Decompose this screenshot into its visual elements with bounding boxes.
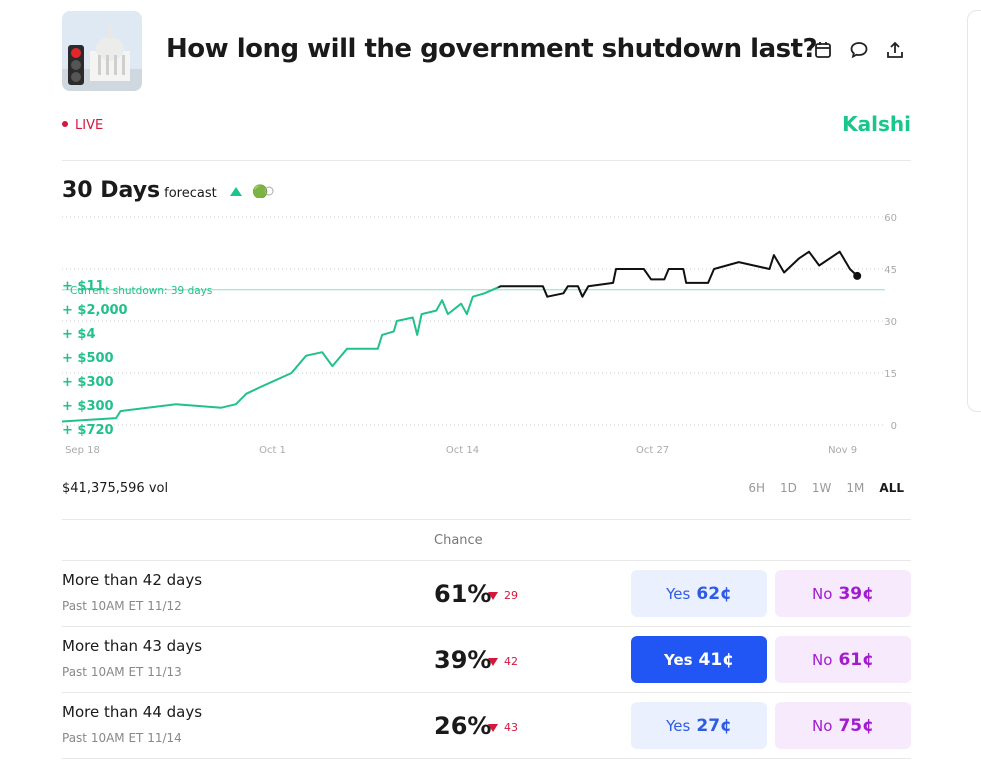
forecast-icons: 🟢 xyxy=(229,184,274,200)
no-price: 75¢ xyxy=(838,715,874,736)
forecast-label: forecast xyxy=(164,186,217,201)
range-selector: 6H 1D 1W 1M ALL xyxy=(748,481,904,495)
share-button[interactable] xyxy=(885,40,905,60)
outcome-name: More than 42 days xyxy=(62,571,203,589)
range-option[interactable]: 6H xyxy=(748,481,766,495)
chart: 0 15 30 45 60 Sep 18 Oct 1 Oct 14 Oct 27 Nov 9 Cur… xyxy=(61,213,897,456)
yes-label: Yes xyxy=(666,716,691,735)
range-option[interactable]: 1W xyxy=(811,481,832,495)
yes-price: 62¢ xyxy=(696,583,732,604)
outcome-row[interactable]: More than 44 days Past 10AM ET 11/14 26% 43… xyxy=(62,692,911,758)
yes-price: 41¢ xyxy=(698,649,735,670)
x-tick-label: Oct 14 xyxy=(446,445,479,456)
x-tick-label: Oct 1 xyxy=(259,445,286,456)
divider xyxy=(62,692,911,693)
divider xyxy=(62,758,911,759)
buy-no-button[interactable]: No 61¢ xyxy=(775,636,911,683)
trade-bubble: + $2,000 xyxy=(62,303,128,318)
y-tick-label: 0 xyxy=(891,421,897,432)
chance: 26% xyxy=(434,712,492,740)
side-panel xyxy=(967,10,981,412)
chance: 61% xyxy=(434,580,492,608)
yes-label: Yes xyxy=(666,584,691,603)
brand[interactable]: Kalshi xyxy=(842,112,911,136)
outcome-row[interactable]: More than 42 days Past 10AM ET 11/12 61% 29… xyxy=(62,560,911,626)
column-header: Chance xyxy=(434,533,483,548)
x-tick-label: Oct 27 xyxy=(636,445,669,456)
last-point xyxy=(853,271,862,280)
svg-text:🟢: 🟢 xyxy=(252,184,268,198)
chance-change: 43 xyxy=(488,721,518,734)
no-price: 39¢ xyxy=(838,583,874,604)
y-tick-label: 60 xyxy=(884,213,897,224)
volume: $41,375,596 vol xyxy=(62,481,169,496)
price-line xyxy=(61,250,858,423)
outcome-deadline: Past 10AM ET 11/13 xyxy=(62,665,182,679)
buy-yes-button[interactable]: Yes 41¢ xyxy=(631,636,767,683)
chance-change: 29 xyxy=(488,589,518,602)
x-tick-label: Sep 18 xyxy=(65,445,100,456)
calendar-button[interactable] xyxy=(813,40,833,60)
buy-no-button[interactable]: No 39¢ xyxy=(775,570,911,617)
image-art xyxy=(62,11,142,91)
comment-button[interactable] xyxy=(849,40,869,60)
range-option[interactable]: ALL xyxy=(879,481,904,495)
trade-bubble: + $11 xyxy=(62,279,105,294)
divider xyxy=(62,519,911,520)
range-option[interactable]: 1M xyxy=(846,481,865,495)
range-option[interactable]: 1D xyxy=(780,481,797,495)
market-image xyxy=(62,11,142,91)
outcome-deadline: Past 10AM ET 11/12 xyxy=(62,599,182,613)
y-tick-label: 15 xyxy=(884,369,897,380)
outcome-name: More than 43 days xyxy=(62,637,203,655)
chance-change: 42 xyxy=(488,655,518,668)
outcome-deadline: Past 10AM ET 11/14 xyxy=(62,731,182,745)
divider xyxy=(62,626,911,627)
yes-price: 27¢ xyxy=(696,715,732,736)
live-badge: LIVE xyxy=(62,118,103,133)
y-tick-label: 45 xyxy=(884,265,897,276)
buy-yes-button[interactable]: Yes 27¢ xyxy=(631,702,767,749)
x-tick-label: Nov 9 xyxy=(828,445,857,456)
forecast-value: 30 Days xyxy=(62,178,161,203)
trade-bubble: + $4 xyxy=(62,327,96,342)
forecast-headline: 30 Days forecast 🟢 xyxy=(62,178,274,203)
trade-bubble: + $720 xyxy=(62,423,114,438)
divider xyxy=(62,560,911,561)
market-title: How long will the government shutdown la… xyxy=(166,34,818,64)
buy-yes-button[interactable]: Yes 62¢ xyxy=(631,570,767,617)
outcome-row[interactable]: More than 43 days Past 10AM ET 11/13 39% 42… xyxy=(62,626,911,692)
no-price: 61¢ xyxy=(838,649,874,670)
no-label: No xyxy=(812,650,833,669)
reference-label: Current shutdown: 39 days xyxy=(70,285,212,297)
yes-label: Yes xyxy=(663,650,693,669)
y-tick-label: 30 xyxy=(884,317,897,328)
chance: 39% xyxy=(434,646,492,674)
outcome-name: More than 44 days xyxy=(62,703,203,721)
no-label: No xyxy=(812,716,833,735)
trade-bubble: + $300 xyxy=(62,375,114,390)
no-label: No xyxy=(812,584,833,603)
buy-no-button[interactable]: No 75¢ xyxy=(775,702,911,749)
trade-bubble: + $300 xyxy=(62,399,114,414)
trade-bubble: + $500 xyxy=(62,351,114,366)
divider xyxy=(62,160,911,161)
